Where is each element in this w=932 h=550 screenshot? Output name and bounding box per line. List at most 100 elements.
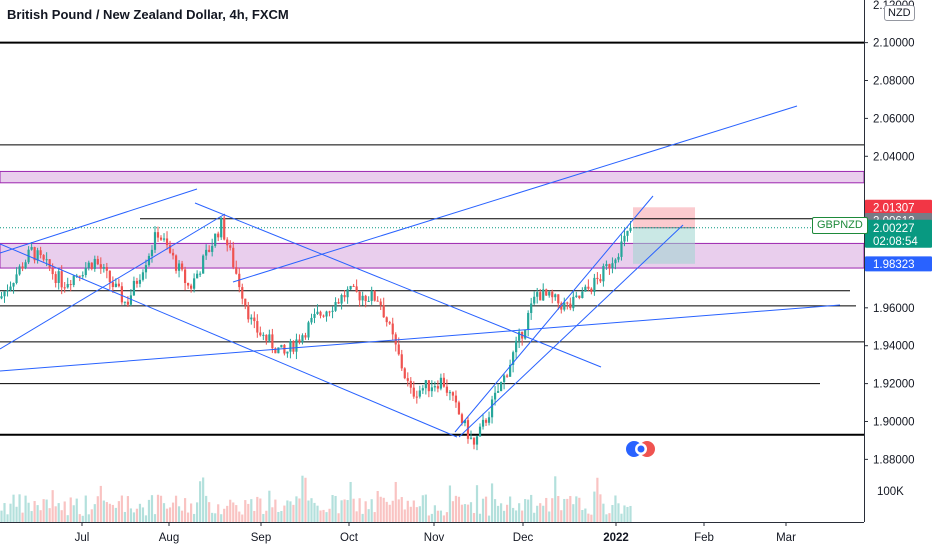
candle-body bbox=[418, 390, 421, 397]
candle-body bbox=[54, 274, 57, 284]
volume-bar bbox=[502, 510, 506, 522]
volume-bar bbox=[481, 498, 485, 522]
volume-bar bbox=[427, 515, 430, 522]
candle-body bbox=[211, 245, 214, 252]
candle-body bbox=[153, 232, 157, 250]
price-tick-label: 2.08000 bbox=[873, 76, 915, 88]
candle-body bbox=[379, 301, 382, 306]
candle-body bbox=[364, 295, 367, 302]
volume-bar bbox=[463, 504, 467, 522]
candle-body bbox=[397, 344, 400, 355]
candle-body bbox=[542, 289, 545, 301]
volume-bar bbox=[289, 501, 292, 522]
candle-body bbox=[430, 387, 433, 392]
candle-body bbox=[144, 265, 148, 273]
candle-body bbox=[36, 250, 39, 261]
candle-body bbox=[262, 334, 265, 336]
horizontal-levels bbox=[0, 41, 864, 436]
candle-body bbox=[271, 334, 274, 349]
price-tick-label: 1.90000 bbox=[873, 416, 915, 428]
candle-body bbox=[358, 291, 361, 301]
candle-body bbox=[376, 300, 379, 302]
volume-bar bbox=[138, 503, 142, 522]
volume-bar bbox=[340, 500, 343, 522]
time-tick-label: Nov bbox=[424, 532, 445, 544]
volume-bar bbox=[433, 505, 436, 522]
volume-bar bbox=[0, 510, 3, 522]
volume-bar bbox=[623, 505, 626, 522]
candle-body bbox=[280, 344, 283, 348]
volume-bar bbox=[460, 504, 464, 522]
price-tick-label: 1.96000 bbox=[873, 303, 915, 315]
volume-bar bbox=[457, 496, 461, 522]
volume-bar bbox=[484, 496, 488, 522]
time-tick-label: Oct bbox=[340, 532, 359, 544]
candle-body bbox=[466, 420, 470, 439]
candle-body bbox=[15, 274, 18, 283]
volume-bar bbox=[111, 504, 114, 522]
candle-body bbox=[18, 266, 21, 275]
candle-body bbox=[560, 303, 563, 310]
volume-bar bbox=[250, 499, 253, 522]
candle-body bbox=[241, 287, 244, 299]
volume-bar bbox=[177, 506, 181, 522]
volume-bar bbox=[87, 514, 90, 522]
volume-bar bbox=[307, 500, 310, 522]
candle-body bbox=[274, 348, 277, 354]
volume-bar bbox=[238, 511, 241, 522]
volume-bar bbox=[524, 499, 527, 522]
candle-body bbox=[385, 317, 388, 323]
candle-body bbox=[159, 237, 163, 240]
candle-body bbox=[123, 301, 126, 303]
volume-bar bbox=[620, 513, 623, 522]
candle-body bbox=[515, 340, 518, 353]
currency-badge[interactable]: NZD bbox=[884, 5, 915, 21]
volume-bar bbox=[364, 501, 367, 522]
volume-bar bbox=[310, 498, 313, 522]
volume-bar bbox=[614, 495, 617, 522]
candle-body bbox=[626, 230, 629, 236]
candle-body bbox=[156, 232, 160, 238]
candle-body bbox=[0, 296, 3, 299]
volume-bar bbox=[6, 514, 9, 522]
volume-bar bbox=[590, 514, 593, 522]
volume-bar bbox=[490, 483, 494, 522]
candle-body bbox=[566, 302, 569, 304]
volume-bar bbox=[349, 481, 352, 522]
volume-bar bbox=[280, 511, 283, 522]
candle-body bbox=[120, 286, 123, 303]
volume-bars bbox=[0, 475, 632, 522]
volume-bar bbox=[406, 500, 409, 522]
candle-body bbox=[575, 295, 578, 297]
candle-body bbox=[286, 351, 289, 354]
sr-zone bbox=[0, 170, 865, 184]
volume-bar bbox=[84, 495, 87, 522]
trendlines[interactable] bbox=[0, 105, 841, 438]
candle-body bbox=[162, 238, 166, 240]
candle-body bbox=[608, 264, 611, 269]
volume-bar bbox=[551, 498, 554, 522]
candle-body bbox=[436, 386, 439, 389]
volume-bar bbox=[578, 497, 581, 522]
candle-body bbox=[524, 329, 527, 339]
volume-bar bbox=[81, 515, 84, 522]
candle-body bbox=[256, 321, 259, 333]
volume-bar bbox=[370, 499, 373, 522]
volume-bar bbox=[186, 512, 190, 522]
volume-bar bbox=[487, 515, 491, 522]
volume-bar bbox=[135, 508, 139, 522]
candle-body bbox=[214, 233, 217, 246]
volume-bar bbox=[183, 498, 187, 522]
candle-body bbox=[217, 233, 220, 238]
candle-body bbox=[551, 291, 554, 298]
candle-body bbox=[403, 368, 406, 379]
candle-body bbox=[370, 290, 373, 301]
volume-bar bbox=[572, 504, 575, 522]
volume-bar bbox=[403, 509, 406, 522]
volume-bar bbox=[469, 502, 473, 522]
candle-body bbox=[412, 387, 415, 397]
short-position-tool[interactable] bbox=[633, 207, 695, 264]
volume-bar bbox=[385, 501, 388, 522]
